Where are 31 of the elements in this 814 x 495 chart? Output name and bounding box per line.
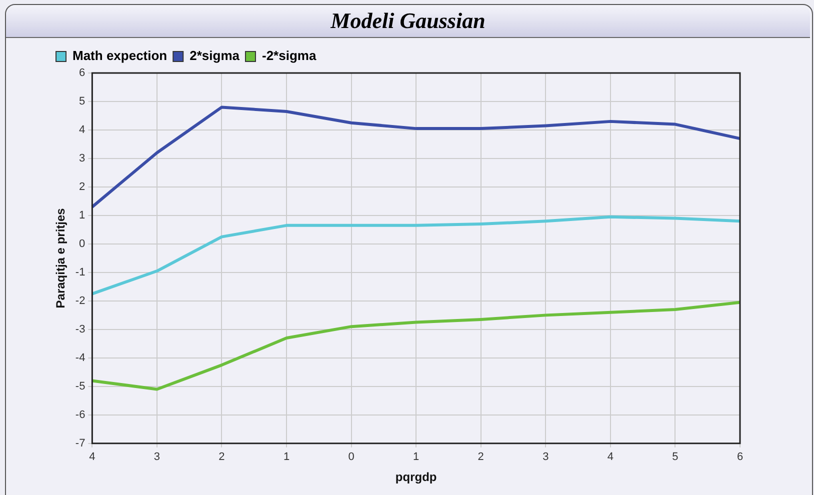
legend-label: -2*sigma [262, 48, 317, 64]
x-tick-label: 0 [348, 451, 354, 464]
y-tick-label: -2 [75, 294, 86, 307]
x-tick-label: 3 [542, 451, 549, 464]
y-tick-label: 0 [79, 238, 86, 250]
x-tick-label: 1 [283, 451, 290, 464]
x-tick-label: 6 [736, 451, 744, 464]
y-tick-label: -7 [75, 437, 86, 450]
y-tick-label: -3 [75, 323, 86, 336]
y-tick-label: -5 [75, 380, 86, 392]
x-tick-label: 4 [607, 451, 614, 464]
x-tick-label: 1 [413, 451, 420, 464]
x-tick-label: 2 [478, 451, 484, 464]
y-tick-label: -1 [75, 266, 86, 278]
y-tick-label: 4 [79, 124, 86, 136]
y-tick-label: -4 [75, 352, 86, 364]
y-tick-label: -6 [75, 408, 86, 421]
y-axis-title: Paraqitja e pritjes [54, 208, 68, 308]
x-tick-label: 3 [154, 451, 160, 464]
y-tick-label: 5 [79, 96, 86, 108]
x-tick-label: 5 [672, 451, 678, 464]
legend-label: Math expection [72, 48, 168, 64]
chart-title: Modeli Gaussian [6, 5, 810, 38]
y-tick-label: 2 [79, 181, 86, 193]
y-tick-label: 3 [79, 152, 86, 165]
y-tick-label: 6 [79, 67, 86, 80]
x-tick-label: 4 [89, 451, 96, 464]
legend-label: 2*sigma [190, 48, 240, 64]
x-axis-title: pqrgdp [395, 470, 437, 484]
x-tick-label: 2 [218, 451, 225, 464]
y-tick-label: 1 [79, 209, 86, 222]
